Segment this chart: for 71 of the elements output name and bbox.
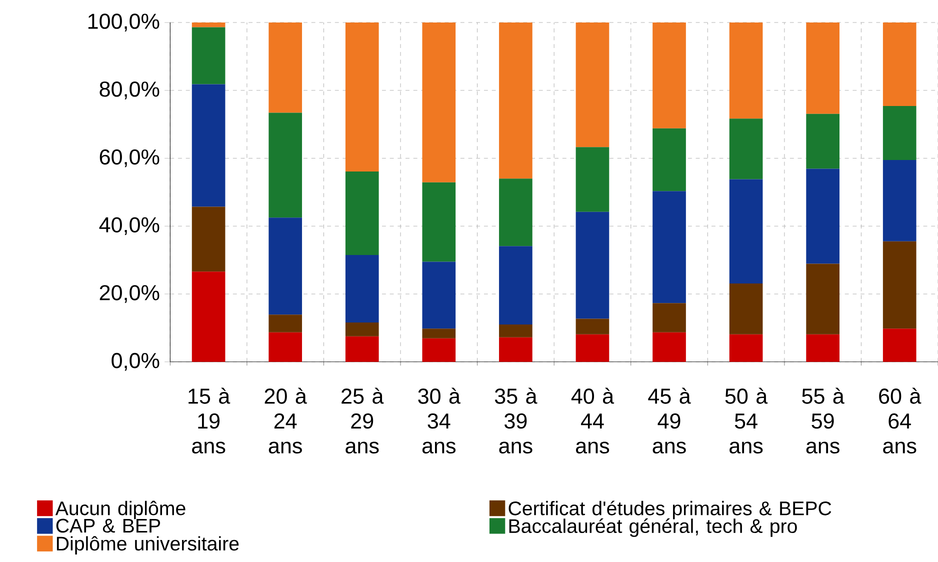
bar (345, 172, 379, 256)
bar (499, 22, 532, 179)
bar (576, 318, 610, 334)
bar (499, 337, 532, 362)
bar (345, 255, 379, 323)
bar (192, 206, 226, 272)
x-tick-label: 50 à 54 ans (725, 388, 768, 454)
x-tick-label: 35 à 39 ans (494, 388, 538, 454)
bar (729, 334, 763, 362)
bar (268, 112, 302, 218)
bar (576, 147, 610, 212)
bar (422, 328, 456, 338)
bar (192, 27, 226, 84)
bar (806, 22, 840, 114)
bar (268, 218, 302, 315)
bar (576, 212, 610, 319)
bar (806, 168, 840, 264)
bar (652, 22, 686, 128)
legend-label: Certificat d'études primaires & BEPC (508, 500, 832, 520)
bar (652, 303, 686, 332)
bar (422, 338, 456, 362)
legend-label: Diplôme universitaire (56, 536, 239, 555)
legend-label: Baccalauréat général, tech & pro (509, 518, 797, 537)
x-tick-label: 30 à 34 ans (418, 388, 460, 454)
bar (652, 128, 686, 192)
y-tick-label: 40,0% (99, 217, 160, 236)
x-tick-label: 45 à 49 ans (648, 388, 691, 454)
bar (268, 332, 302, 362)
y-tick-label: 80,0% (100, 82, 160, 100)
bar (652, 332, 686, 362)
bar (345, 336, 379, 362)
bar (882, 106, 916, 160)
x-tick-label: 60 à 64 ans (879, 388, 922, 454)
legend-label: CAP & BEP (56, 518, 160, 533)
bar (576, 334, 610, 362)
bar (268, 22, 302, 113)
bar (192, 22, 226, 28)
bar (422, 182, 456, 262)
bar (652, 191, 686, 304)
legend-label: Aucun diplôme (55, 500, 186, 520)
y-tick-label: 0,0% (112, 352, 160, 371)
x-tick-label: 15 à 19 ans (188, 388, 230, 454)
bar (806, 264, 840, 334)
bar (345, 22, 379, 172)
x-tick-label: 40 à 44 ans (571, 388, 614, 454)
bar (729, 22, 763, 119)
bar (499, 246, 532, 325)
bar (806, 114, 840, 169)
bar (882, 328, 916, 362)
x-tick-label: 55 à 59 ans (802, 388, 844, 454)
bar (422, 262, 456, 329)
y-tick-label: 60,0% (100, 149, 160, 168)
bar (729, 179, 763, 284)
bar (729, 118, 763, 180)
bar (882, 160, 916, 242)
bar (882, 22, 916, 106)
bar (499, 178, 532, 246)
bar (806, 334, 840, 362)
bar (192, 84, 226, 207)
bar (499, 324, 532, 338)
bar (345, 322, 379, 336)
bar (882, 241, 916, 329)
y-tick-label: 20,0% (100, 285, 160, 303)
x-tick-label: 20 à 24 ans (264, 388, 307, 454)
x-tick-label: 25 à 29 ans (342, 388, 384, 454)
bar (729, 284, 763, 334)
bar (576, 22, 610, 148)
y-tick-label: 100,0% (88, 14, 160, 32)
bar (422, 22, 456, 182)
bar (192, 272, 226, 362)
bar (268, 314, 302, 332)
